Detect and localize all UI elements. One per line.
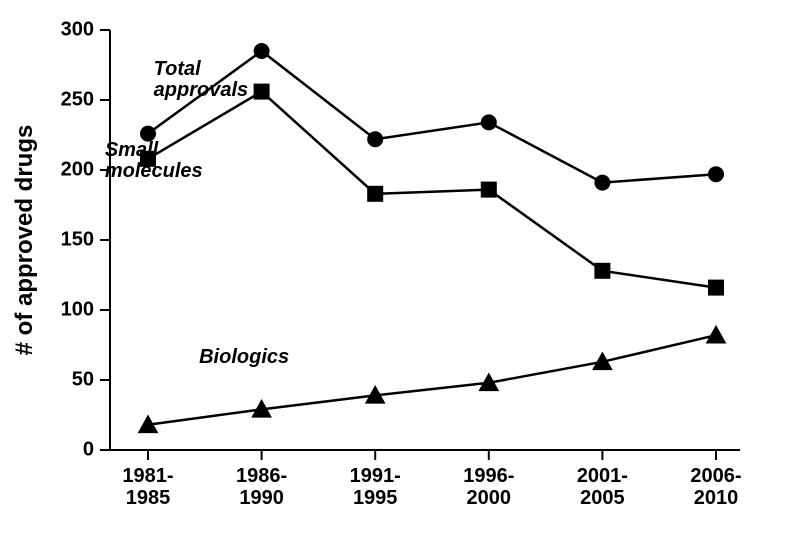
x-tick-label: 1981-1985 bbox=[122, 465, 173, 509]
y-tick-label: 200 bbox=[61, 158, 94, 180]
marker-circle bbox=[708, 166, 724, 182]
marker-square bbox=[481, 182, 497, 198]
line-chart: 0 50 100 150 200 250 300 1981-1985 1986-1990 1991… bbox=[0, 0, 800, 545]
y-tick-label: 150 bbox=[61, 228, 94, 250]
series-label-total-approvals: Totalapprovals bbox=[154, 58, 248, 101]
x-tick-label: 1991-1995 bbox=[350, 465, 401, 509]
x-tick-label: 2006-2010 bbox=[690, 465, 741, 509]
y-tick-label: 0 bbox=[83, 438, 94, 460]
x-tick-label: 2001-2005 bbox=[577, 465, 628, 509]
x-tick-label: 1986-1990 bbox=[236, 465, 287, 509]
y-tick-label: 250 bbox=[61, 88, 94, 110]
y-tick-label: 300 bbox=[61, 18, 94, 40]
series-line-total-approvals bbox=[148, 51, 716, 183]
marker-circle bbox=[367, 131, 383, 147]
marker-square bbox=[708, 280, 724, 296]
y-tick-label: 100 bbox=[61, 298, 94, 320]
series-label-small-molecules: Smallmolecules bbox=[105, 139, 203, 182]
marker-square bbox=[367, 186, 383, 202]
marker-square bbox=[254, 84, 270, 100]
marker-square bbox=[594, 263, 610, 279]
marker-triangle bbox=[706, 325, 727, 344]
x-tick-label: 1996-2000 bbox=[463, 465, 514, 509]
y-tick-label: 50 bbox=[72, 368, 94, 390]
marker-circle bbox=[594, 175, 610, 191]
y-axis-label: # of approved drugs bbox=[11, 125, 38, 356]
series-line-small-molecules bbox=[148, 92, 716, 288]
series-label-biologics: Biologics bbox=[199, 346, 289, 368]
chart-container: 0 50 100 150 200 250 300 1981-1985 1986-1990 1991… bbox=[0, 0, 800, 545]
marker-circle bbox=[254, 43, 270, 59]
marker-circle bbox=[481, 114, 497, 130]
